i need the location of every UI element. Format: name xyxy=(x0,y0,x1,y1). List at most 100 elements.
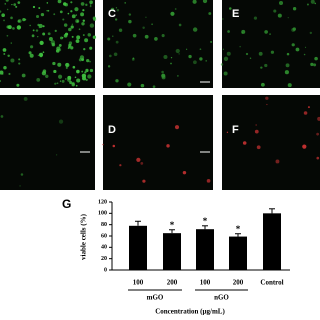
cell xyxy=(115,40,119,44)
cell xyxy=(314,2,317,5)
cell xyxy=(113,52,118,57)
cell xyxy=(270,50,275,54)
cell xyxy=(142,179,146,183)
cell xyxy=(226,51,231,56)
cell xyxy=(278,0,284,6)
cell xyxy=(292,27,296,31)
cell xyxy=(232,14,235,17)
cell xyxy=(0,10,2,13)
cell xyxy=(182,170,187,175)
cell xyxy=(70,25,74,29)
cell xyxy=(2,48,7,52)
cell xyxy=(309,31,313,35)
cell xyxy=(41,71,47,76)
y-tick-label: 20 xyxy=(101,256,107,262)
cell xyxy=(5,0,9,2)
cell xyxy=(11,3,13,6)
cell xyxy=(53,13,56,16)
cell xyxy=(18,62,21,65)
cell xyxy=(114,18,118,21)
bar xyxy=(129,225,147,270)
micrograph xyxy=(222,95,320,190)
y-tick-label: 120 xyxy=(98,199,107,205)
cell xyxy=(81,22,85,26)
cell xyxy=(16,25,22,30)
cell xyxy=(0,115,4,118)
cell xyxy=(52,61,56,66)
bar xyxy=(229,236,247,270)
y-axis-title: viable cells (%) xyxy=(80,213,88,260)
cell xyxy=(67,12,70,15)
cell xyxy=(87,33,91,37)
cell xyxy=(118,28,123,32)
cell xyxy=(71,35,74,38)
cell xyxy=(50,40,56,45)
cell xyxy=(67,77,72,82)
cell xyxy=(89,4,92,6)
cell xyxy=(0,70,4,75)
cell xyxy=(63,2,67,6)
cell xyxy=(222,48,225,50)
cell xyxy=(79,55,85,60)
cell xyxy=(46,10,48,12)
cell xyxy=(81,70,84,73)
cell xyxy=(193,60,197,65)
cell xyxy=(74,76,77,79)
cell xyxy=(16,83,20,87)
cell xyxy=(199,57,203,61)
cell xyxy=(284,70,289,75)
cell xyxy=(3,65,7,70)
cell xyxy=(48,36,53,41)
cell xyxy=(154,37,158,41)
cell xyxy=(316,132,320,136)
cell xyxy=(45,74,49,78)
micrograph xyxy=(0,0,95,88)
cell xyxy=(63,23,68,27)
cell xyxy=(71,82,75,87)
cell xyxy=(245,52,249,56)
cell xyxy=(75,14,77,16)
cell xyxy=(223,56,229,61)
cell xyxy=(239,45,241,48)
cell xyxy=(55,154,58,156)
cell xyxy=(210,40,213,43)
cell xyxy=(4,3,6,5)
cell xyxy=(132,33,137,38)
cell xyxy=(58,119,64,124)
cell xyxy=(92,35,97,39)
cell xyxy=(6,8,9,11)
cell xyxy=(273,9,277,13)
cell xyxy=(285,63,290,68)
cell xyxy=(115,7,118,9)
cell xyxy=(307,106,310,109)
cell xyxy=(15,5,18,8)
cell xyxy=(6,25,10,29)
cell xyxy=(31,34,35,38)
cell xyxy=(65,63,69,67)
cell xyxy=(30,45,34,49)
cell xyxy=(313,63,317,67)
cell xyxy=(76,35,81,40)
micrograph xyxy=(103,0,213,88)
cell xyxy=(314,56,318,61)
cell xyxy=(65,66,68,69)
cell xyxy=(264,30,268,34)
cell xyxy=(295,47,300,52)
panel-label: D xyxy=(108,124,116,136)
cell xyxy=(269,33,271,35)
cell xyxy=(78,28,81,31)
cell xyxy=(166,144,170,148)
cell xyxy=(8,72,11,75)
cell xyxy=(260,66,263,69)
cell xyxy=(35,29,39,32)
cell xyxy=(86,58,90,63)
cell xyxy=(202,0,208,4)
panel-label: E xyxy=(232,8,239,20)
cell xyxy=(89,46,93,50)
cell xyxy=(228,7,232,10)
cell xyxy=(40,12,45,17)
cell xyxy=(142,26,145,29)
cell xyxy=(292,7,297,11)
cell xyxy=(145,16,147,18)
cell xyxy=(68,43,72,47)
